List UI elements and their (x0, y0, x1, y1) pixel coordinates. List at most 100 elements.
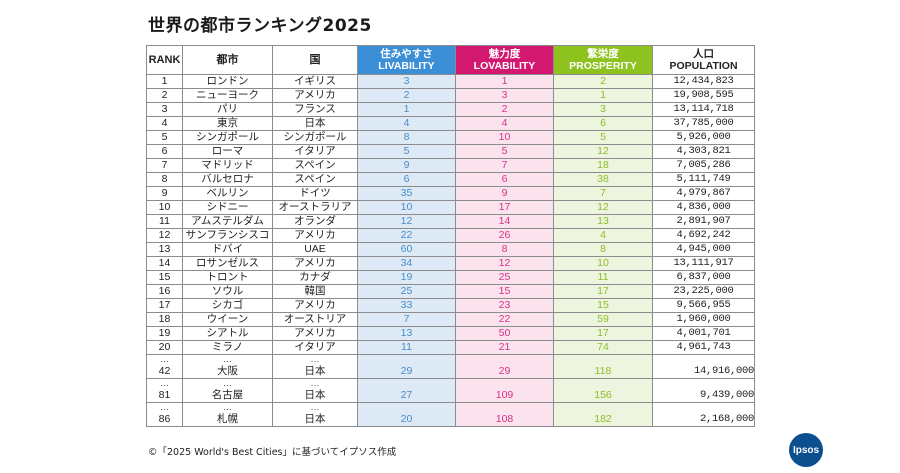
cell-rank: 19 (146, 326, 183, 341)
cell-city: ロンドン (182, 74, 273, 89)
cell-country: シンガポール (272, 130, 358, 145)
table-row: 12 サンフランシスコ アメリカ 22 26 4 4,692,242 (146, 228, 755, 243)
source-note: ©「2025 World's Best Cities」に基づいてイプソス作成 (148, 447, 397, 458)
header-livability-jp: 住みやすさ (380, 48, 433, 60)
cell-population: 37,785,000 (652, 116, 755, 131)
cell-city: ソウル (182, 284, 273, 299)
cell-prosperity: 18 (553, 158, 653, 173)
cell-value: 日本 (304, 365, 326, 377)
cell-lovability: 108 (455, 402, 554, 427)
cell-lovability: 26 (455, 228, 554, 243)
cell-livability: 1 (357, 102, 456, 117)
cell-livability: 3 (357, 74, 456, 89)
cell-livability: 6 (357, 172, 456, 187)
cell-country: アメリカ (272, 88, 358, 103)
cell-city: … 大阪 (182, 354, 273, 379)
cell-rank: 20 (146, 340, 183, 355)
cell-population: 4,979,867 (652, 186, 755, 201)
cell-population: 4,945,000 (652, 242, 755, 257)
cell-population: 19,908,595 (652, 88, 755, 103)
table-row: 18 ウイーン オーストリア 7 22 59 1,960,000 (146, 312, 755, 327)
cell-city: バルセロナ (182, 172, 273, 187)
cell-lovability: 10 (455, 130, 554, 145)
cell-rank: 4 (146, 116, 183, 131)
cell-country: アメリカ (272, 228, 358, 243)
header-population-en: POPULATION (669, 60, 738, 72)
cell-livability: 27 (357, 378, 456, 403)
cell-prosperity: 2 (553, 74, 653, 89)
header-lovability-en: LOVABILITY (473, 60, 536, 72)
cell-lovability: 9 (455, 186, 554, 201)
cell-value: 9,439,000 (699, 389, 754, 401)
cell-country: 韓国 (272, 284, 358, 299)
cell-population: 6,837,000 (652, 270, 755, 285)
cell-prosperity: 4 (553, 228, 653, 243)
table-row: 7 マドリッド スペイン 9 7 18 7,005,286 (146, 158, 755, 173)
cell-rank: 3 (146, 102, 183, 117)
cell-prosperity: 74 (553, 340, 653, 355)
cell-lovability: 2 (455, 102, 554, 117)
cell-lovability: 12 (455, 256, 554, 271)
cell-rank: 8 (146, 172, 183, 187)
cell-lovability: 21 (455, 340, 554, 355)
cell-country: オーストラリア (272, 200, 358, 215)
cell-lovability: 15 (455, 284, 554, 299)
cell-livability: 60 (357, 242, 456, 257)
cell-prosperity: 12 (553, 200, 653, 215)
cell-population: 2,168,000 (652, 402, 755, 427)
cell-city: シカゴ (182, 298, 273, 313)
cell-livability: 11 (357, 340, 456, 355)
cell-livability: 35 (357, 186, 456, 201)
cell-city: 東京 (182, 116, 273, 131)
cell-country: イタリア (272, 144, 358, 159)
table-row-extra: … 81… 名古屋… 日本 27 109 156 9,439,000 (146, 378, 755, 403)
cell-value: 156 (594, 389, 612, 401)
cell-lovability: 3 (455, 88, 554, 103)
cell-country: … 日本 (272, 378, 358, 403)
cell-rank: … 81 (146, 378, 183, 403)
cell-country: 日本 (272, 116, 358, 131)
cell-country: フランス (272, 102, 358, 117)
cell-lovability: 109 (455, 378, 554, 403)
cell-country: オランダ (272, 214, 358, 229)
cell-population: 13,111,917 (652, 256, 755, 271)
cell-prosperity: 156 (553, 378, 653, 403)
cell-rank: 13 (146, 242, 183, 257)
header-prosperity: 繁栄度 PROSPERITY (553, 45, 653, 75)
logo-text: Ipsos (792, 444, 820, 456)
cell-city: シアトル (182, 326, 273, 341)
cell-population: 4,692,242 (652, 228, 755, 243)
cell-population: 23,225,000 (652, 284, 755, 299)
cell-city: ドバイ (182, 242, 273, 257)
cell-country: アメリカ (272, 256, 358, 271)
table-row: 14 ロサンゼルス アメリカ 34 12 10 13,111,917 (146, 256, 755, 271)
cell-country: アメリカ (272, 298, 358, 313)
cell-lovability: 5 (455, 144, 554, 159)
cell-lovability: 6 (455, 172, 554, 187)
cell-value: 2,168,000 (699, 413, 754, 425)
ellipsis-mark: … (310, 402, 320, 412)
cell-value: 86 (158, 413, 171, 425)
cell-population: 1,960,000 (652, 312, 755, 327)
cell-value: 81 (158, 389, 171, 401)
cell-rank: 16 (146, 284, 183, 299)
cell-value: 日本 (304, 413, 326, 425)
table-row: 16 ソウル 韓国 25 15 17 23,225,000 (146, 284, 755, 299)
cell-prosperity: 10 (553, 256, 653, 271)
cell-livability: 7 (357, 312, 456, 327)
cell-population: 14,916,000 (652, 354, 755, 379)
table-row: 5 シンガポール シンガポール 8 10 5 5,926,000 (146, 130, 755, 145)
table-row: 11 アムステルダム オランダ 12 14 13 2,891,907 (146, 214, 755, 229)
cell-prosperity: 5 (553, 130, 653, 145)
cell-value: 14,916,000 (693, 365, 754, 377)
cell-prosperity: 6 (553, 116, 653, 131)
cell-rank: 6 (146, 144, 183, 159)
cell-city: … 名古屋 (182, 378, 273, 403)
ellipsis-mark: … (310, 354, 320, 364)
cell-city: パリ (182, 102, 273, 117)
table-row-extra: … 86… 札幌… 日本 20 108 182 2,168,000 (146, 402, 755, 427)
header-city: 都市 (182, 45, 273, 75)
header-country: 国 (272, 45, 358, 75)
ipsos-logo: Ipsos (789, 433, 823, 467)
cell-lovability: 8 (455, 242, 554, 257)
